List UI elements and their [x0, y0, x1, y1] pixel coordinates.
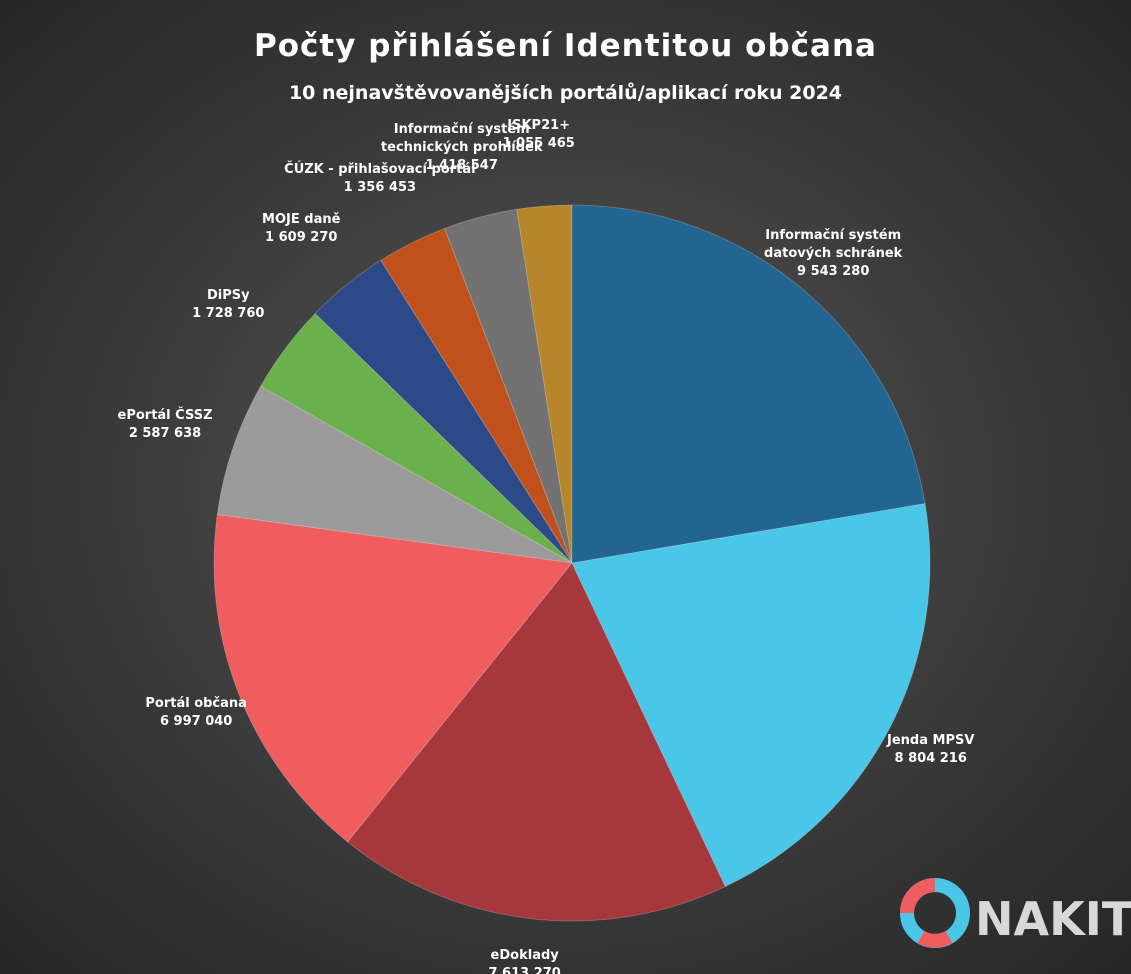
value-label: 8 804 216 [894, 751, 967, 766]
value-label: 1 356 453 [343, 179, 417, 195]
pie-slice [380, 227, 573, 564]
slice-label: ePortál ČSSZ 2 587 638 [118, 407, 213, 443]
value-label: 1 609 270 [265, 230, 338, 246]
logo-icon [900, 878, 970, 948]
slice-label: DiPSy 1 728 760 [192, 287, 264, 323]
category-label: Informační systém datových schránek [764, 228, 903, 262]
category-label: DiPSy [206, 288, 250, 304]
chart-subtitle: 10 nejnavštěvovanějších portálů/aplikací… [288, 82, 843, 104]
value-label: 2 587 638 [128, 426, 202, 442]
pie-slice [260, 313, 573, 564]
slice-label: ISKP21+ 1 055 465 [502, 117, 574, 153]
slice-label: Informační systém datových schránek 9 543… [764, 227, 902, 281]
value-label: 1 728 760 [192, 306, 265, 322]
slice-label: ČÚZK - přihlašovací portál 1 356 453 [284, 161, 475, 197]
category-label: ISKP21+ [507, 117, 571, 133]
category-label: ČÚZK - přihlašovací portál [284, 161, 476, 177]
logo-text: NAKIT [975, 892, 1131, 946]
chart-title: Počty přihlášení Identitou občana [254, 28, 877, 64]
category-label: Portál občana [145, 695, 247, 711]
pie-slice [216, 385, 573, 564]
pie-slice [571, 503, 931, 888]
slice-label: Jenda MPSV 8 804 216 [887, 732, 974, 768]
slice-label: Portál občana 6 997 040 [145, 695, 247, 731]
pie-slice [516, 204, 573, 564]
value-label: 6 997 040 [159, 713, 233, 729]
category-label: eDoklady [490, 947, 559, 963]
pie-slice [314, 259, 573, 564]
value-label: 9 543 280 [796, 264, 870, 280]
category-label: MOJE daně [262, 212, 341, 228]
category-label: ePortál ČSSZ [117, 408, 213, 424]
value-label: 7 613 270 [488, 965, 561, 974]
pie-slice [571, 204, 926, 564]
category-label: Informační systém technických prohlídek [380, 121, 543, 155]
slice-label: Informační systém technických prohlídek 1… [381, 121, 543, 175]
value-label: 1 418 547 [425, 157, 498, 173]
pie-slice [444, 208, 573, 564]
category-label: Jenda MPSV [887, 733, 975, 748]
value-label: 1 055 465 [502, 135, 575, 151]
pie-slice [213, 514, 573, 843]
pie-slice [347, 562, 726, 922]
slice-label: eDoklady 7 613 270 [488, 947, 560, 974]
slice-label: MOJE daně 1 609 270 [262, 211, 340, 247]
